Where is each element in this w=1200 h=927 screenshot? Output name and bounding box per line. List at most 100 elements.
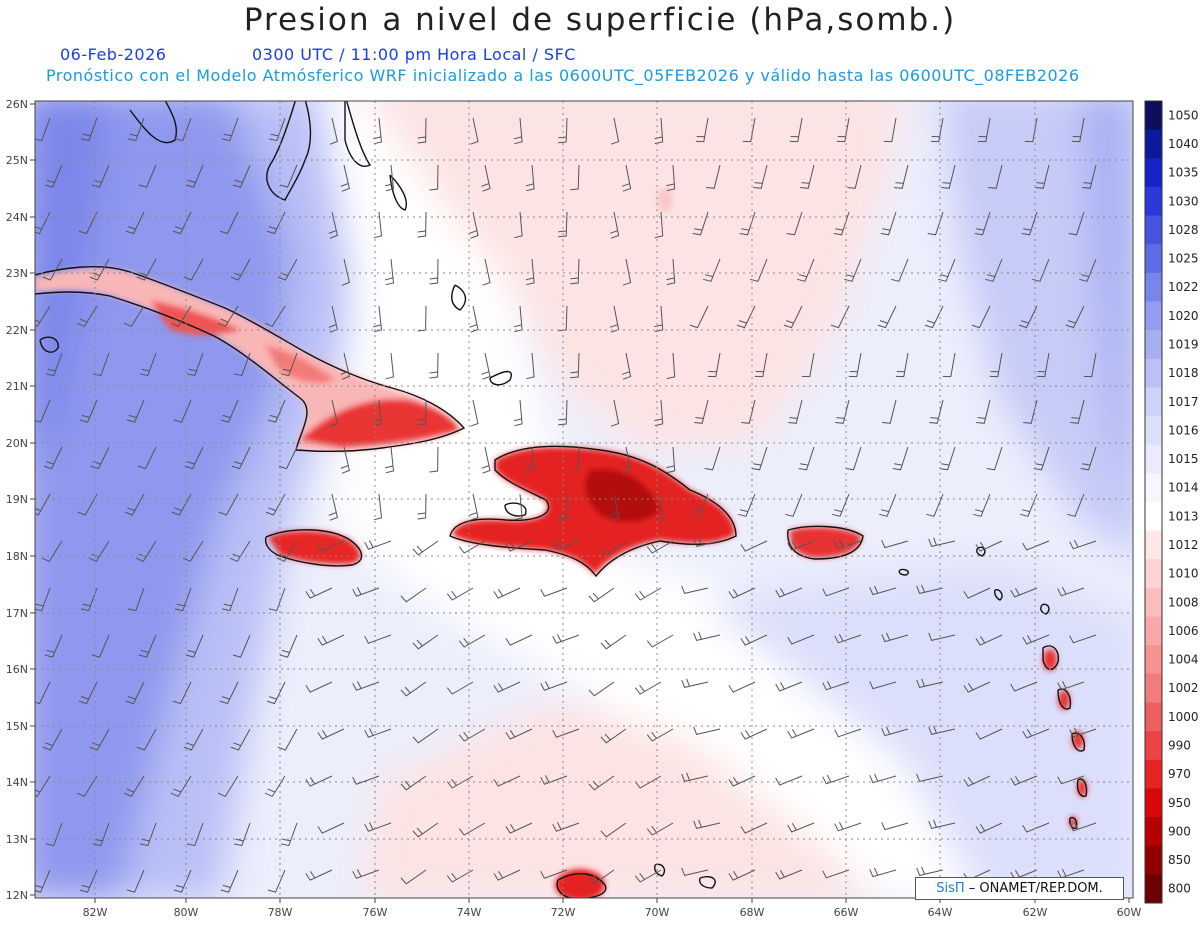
wind-barb bbox=[305, 869, 333, 881]
wind-barb bbox=[775, 681, 803, 692]
wind-barb bbox=[834, 821, 862, 832]
wind-barb bbox=[988, 164, 1003, 189]
wind-barb bbox=[844, 258, 862, 282]
wind-barb bbox=[738, 493, 756, 517]
wind-barb bbox=[985, 258, 1003, 282]
wind-barb bbox=[458, 540, 486, 554]
wind-barb bbox=[513, 399, 523, 427]
wind-barb bbox=[610, 399, 620, 427]
wind-barb bbox=[172, 211, 192, 235]
colorbar-swatch bbox=[1145, 387, 1162, 417]
forecast-info: Pronóstico con el Modelo Atmósferico WRF… bbox=[46, 66, 1080, 85]
wind-barb bbox=[879, 493, 897, 517]
wind-barb bbox=[364, 634, 392, 644]
wind-barb bbox=[341, 258, 350, 286]
wind-barb bbox=[1036, 352, 1050, 378]
wind-barb bbox=[787, 822, 815, 833]
wind-barb bbox=[481, 164, 491, 192]
wind-barb bbox=[417, 399, 427, 426]
colorbar-swatch bbox=[1145, 673, 1162, 703]
wind-barb bbox=[847, 164, 862, 189]
wind-barb bbox=[929, 399, 944, 424]
wind-barb bbox=[588, 681, 615, 697]
wind-barb bbox=[1018, 305, 1038, 329]
colorbar-swatch bbox=[1145, 616, 1162, 646]
wind-barb bbox=[926, 493, 944, 517]
wind-barb bbox=[540, 681, 568, 691]
wind-barb bbox=[975, 540, 1003, 552]
wind-barb bbox=[740, 634, 768, 646]
island-shading bbox=[35, 188, 1087, 898]
colorbar-swatch bbox=[1145, 101, 1162, 131]
wind-barb bbox=[822, 680, 850, 691]
lat-label: 19N bbox=[6, 493, 28, 506]
wind-barb bbox=[869, 681, 897, 690]
wind-barb bbox=[127, 587, 145, 612]
wind-barb bbox=[469, 211, 479, 239]
lat-label: 13N bbox=[6, 833, 28, 846]
wind-barb bbox=[877, 305, 897, 329]
wind-barb bbox=[739, 211, 756, 236]
wind-barb bbox=[693, 726, 721, 735]
wind-barb bbox=[540, 587, 568, 597]
wind-barb bbox=[835, 399, 850, 424]
wind-barb bbox=[621, 164, 632, 192]
colorbar-label: 970 bbox=[1168, 767, 1191, 781]
wind-barb bbox=[173, 869, 192, 893]
wind-barb bbox=[446, 869, 474, 883]
wind-barb bbox=[736, 305, 756, 329]
wind-barb bbox=[1022, 634, 1050, 645]
wind-barb bbox=[78, 681, 98, 705]
wind-barb bbox=[986, 446, 1003, 471]
colorbar-label: 1022 bbox=[1168, 280, 1199, 294]
wind-barb bbox=[928, 632, 956, 641]
wind-barb bbox=[429, 164, 439, 191]
wind-barb bbox=[352, 587, 380, 597]
colorbar-swatch bbox=[1145, 645, 1162, 675]
wind-barb bbox=[79, 399, 98, 423]
wind-barb bbox=[610, 117, 620, 145]
wind-barb bbox=[174, 587, 192, 612]
wind-barb bbox=[753, 164, 768, 189]
wind-barb bbox=[505, 822, 533, 834]
colorbar-label: 850 bbox=[1168, 853, 1191, 867]
colorbar-swatch bbox=[1145, 330, 1162, 360]
wind-barb bbox=[570, 352, 580, 379]
wind-barb bbox=[317, 822, 345, 834]
wind-barb bbox=[834, 539, 862, 550]
wind-barb bbox=[89, 728, 110, 751]
wind-barb bbox=[832, 493, 850, 517]
wind-barb bbox=[279, 634, 298, 658]
colorbar-swatch bbox=[1145, 416, 1162, 446]
wind-barb bbox=[558, 399, 568, 426]
wind-barb bbox=[493, 775, 521, 787]
wind-barb bbox=[35, 117, 51, 142]
wind-barb bbox=[232, 634, 251, 658]
wind-barb bbox=[126, 869, 145, 893]
wind-barb bbox=[540, 775, 568, 785]
wind-barb bbox=[938, 258, 956, 282]
wind-barb bbox=[621, 352, 632, 380]
wind-barb bbox=[123, 775, 145, 798]
wind-barb bbox=[570, 164, 580, 191]
lat-label: 14N bbox=[6, 776, 28, 789]
wind-barb bbox=[552, 822, 580, 832]
lat-label: 22N bbox=[6, 324, 28, 337]
colorbar-label: 1040 bbox=[1168, 137, 1199, 151]
wind-barb bbox=[80, 117, 98, 142]
colorbar-swatch bbox=[1145, 530, 1162, 560]
wind-barb bbox=[446, 681, 474, 695]
wind-barb bbox=[266, 681, 286, 705]
wind-barb bbox=[588, 869, 615, 885]
wind-barb bbox=[45, 822, 63, 847]
wind-barb bbox=[340, 352, 350, 380]
colorbar-label: 800 bbox=[1168, 882, 1191, 896]
colorbar-swatch bbox=[1145, 444, 1162, 474]
wind-barb bbox=[786, 211, 803, 236]
wind-barb bbox=[373, 211, 383, 239]
colorbar-swatch bbox=[1145, 502, 1162, 532]
lat-label: 18N bbox=[6, 550, 28, 563]
sistpi-logo: SisΠ bbox=[936, 881, 965, 896]
wind-barb bbox=[882, 399, 897, 424]
colorbar-swatch bbox=[1145, 731, 1162, 761]
